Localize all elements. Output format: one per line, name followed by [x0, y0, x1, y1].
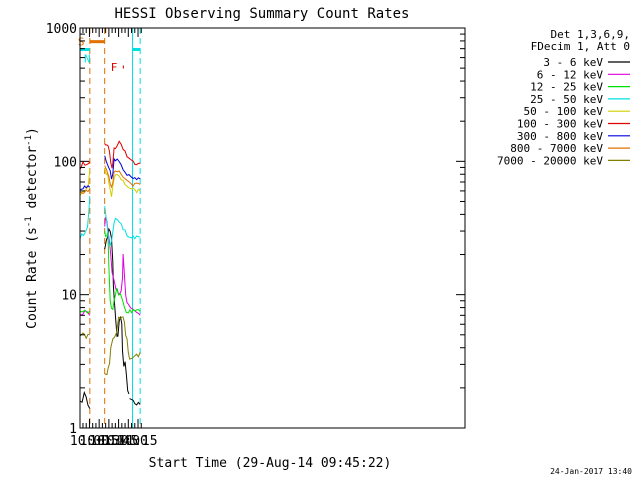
y-axis-label: Count Rate (s-1 detector-1) [24, 127, 40, 329]
series-line [79, 160, 91, 170]
x-tick-label: 10:45 [99, 434, 138, 449]
y-tick-label: 1000 [46, 22, 77, 37]
series-line [79, 309, 91, 314]
y-axis: 1 10 100 1000 [46, 22, 465, 437]
chart-title: HESSI Observing Summary Count Rates [114, 6, 409, 22]
y-tick-label: 1 [69, 422, 77, 437]
legend: Det 1,3,6,9, FDecim 1, Att 0 3 - 6 keV6 … [497, 28, 630, 167]
y-tick-label: 100 [54, 155, 77, 170]
series-line [104, 230, 141, 314]
series-line [104, 206, 141, 247]
legend-entry-label: 300 - 800 keV [517, 130, 603, 143]
x-tick-label: 11:00 [109, 434, 148, 449]
series-line [79, 332, 90, 340]
legend-entry-label: 50 - 100 keV [524, 105, 604, 118]
x-tick-label: 11:15 [118, 434, 157, 449]
legend-entry-label: 800 - 7000 keV [510, 142, 603, 155]
x-axis-label: Start Time (29-Aug-14 09:45:22) [149, 456, 392, 471]
x-tick-label: 10:15 [80, 434, 119, 449]
legend-entry-label: 100 - 300 keV [517, 118, 603, 131]
x-tick-label: 10:30 [89, 434, 128, 449]
series-line [79, 185, 91, 191]
series-line [104, 316, 141, 376]
y-tick-label: 10 [61, 289, 77, 304]
x-tick-label: 10:00 [70, 434, 109, 449]
series-line [79, 195, 91, 240]
legend-entry-label: 6 - 12 keV [537, 68, 604, 81]
series-line [104, 167, 141, 197]
legend-header-detectors: Det 1,3,6,9, [551, 28, 630, 41]
series-line [79, 390, 91, 409]
plot-frame [79, 27, 466, 429]
series-line [129, 398, 141, 406]
series-line [104, 155, 141, 181]
series-line [104, 227, 130, 395]
plot-area: SN F [78, 28, 141, 428]
flag-label: F [111, 61, 118, 74]
legend-entry-label: 3 - 6 keV [543, 56, 603, 69]
series-line [79, 188, 91, 195]
series-line [104, 140, 141, 169]
flag-label: S [78, 36, 85, 49]
legend-entry-label: 12 - 25 keV [530, 81, 603, 94]
legend-entry-label: 25 - 50 keV [530, 93, 603, 106]
flag-label: N [84, 52, 91, 65]
legend-header-decimation: FDecim 1, Att 0 [531, 40, 630, 53]
series-line [104, 216, 141, 316]
series-line [104, 165, 141, 189]
legend-entry-label: 7000 - 20000 keV [497, 154, 603, 167]
footer-date: 24-Jan-2017 13:40 [550, 467, 632, 476]
